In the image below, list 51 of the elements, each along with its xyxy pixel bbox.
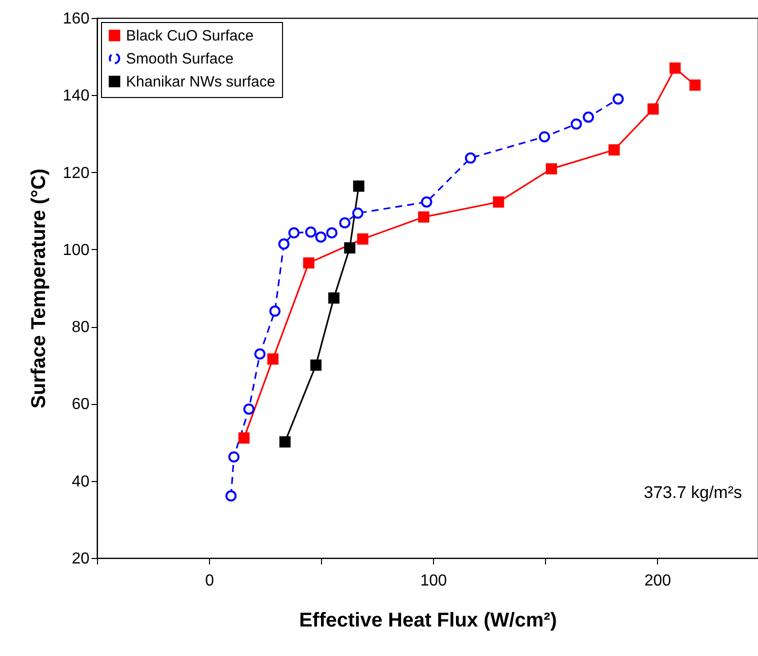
point <box>464 152 476 164</box>
point <box>269 306 281 317</box>
y-tick-label: 120 <box>62 164 90 182</box>
point <box>669 62 681 74</box>
point <box>254 348 266 360</box>
y-tick-label: 40 <box>72 473 90 490</box>
y-tick-label: 80 <box>72 319 90 336</box>
point <box>278 238 290 250</box>
point <box>352 208 364 219</box>
y-tick-label: 100 <box>62 242 90 259</box>
y-axis-title: Surface Temperature (°C) <box>28 168 50 408</box>
point <box>238 432 250 444</box>
point <box>357 233 368 245</box>
x-axis-title: Effective Heat Flux (W/cm²) <box>299 610 557 632</box>
legend-label: Khanikar NWs surface <box>126 74 276 90</box>
point <box>339 217 350 228</box>
x-tick-label: 100 <box>420 572 448 590</box>
y-tick-label: 60 <box>72 396 90 414</box>
point <box>288 227 300 238</box>
point <box>353 180 364 192</box>
point <box>582 112 594 123</box>
point <box>648 103 659 115</box>
point <box>570 118 582 130</box>
point <box>328 292 340 304</box>
point <box>344 242 356 254</box>
legend-label: Smooth Surface <box>126 50 234 68</box>
point <box>243 404 255 415</box>
y-tick-label: 160 <box>62 10 90 28</box>
legend-label: Black CuO Surface <box>126 28 254 44</box>
point <box>418 211 430 223</box>
point <box>228 451 240 463</box>
point <box>689 80 701 91</box>
point <box>612 93 624 105</box>
point <box>326 227 338 238</box>
point <box>303 257 314 269</box>
point <box>538 131 550 142</box>
point <box>420 196 432 208</box>
x-tick-label: 0 <box>205 572 214 590</box>
x-tick-label: 200 <box>644 572 672 590</box>
point <box>546 163 558 174</box>
point <box>267 353 279 365</box>
point <box>310 360 322 371</box>
point <box>225 490 237 502</box>
point <box>279 436 291 448</box>
y-tick-label: 20 <box>72 550 90 568</box>
y-tick-label: 140 <box>62 88 90 105</box>
point <box>492 196 504 208</box>
point <box>305 226 316 238</box>
point <box>608 144 620 156</box>
annotation: 373.7 kg/m²s <box>644 483 742 502</box>
point <box>315 231 326 243</box>
